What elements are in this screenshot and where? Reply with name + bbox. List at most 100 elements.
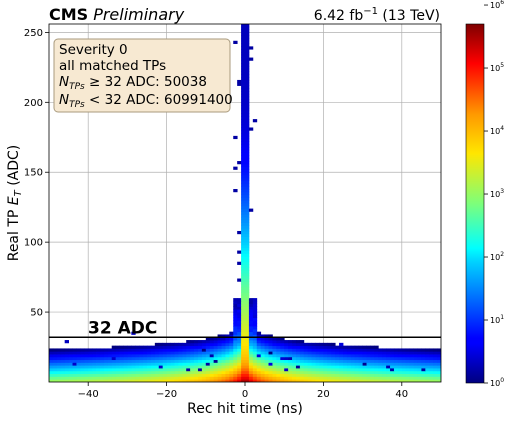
heatmap-bin [421, 351, 426, 355]
heatmap-bin [292, 348, 297, 352]
heatmap-bin [166, 362, 171, 366]
heatmap-bin [405, 370, 411, 375]
heatmap-bin [68, 370, 73, 375]
heatmap-bin [99, 370, 105, 375]
heatmap-bin [303, 368, 309, 372]
heatmap-bin [245, 312, 250, 316]
heatmap-bin [264, 354, 269, 358]
colorbar-tick-label: 101 [490, 314, 504, 325]
heatmap-bin [241, 233, 246, 237]
heatmap-bin [343, 370, 348, 375]
heatmap-bin [390, 373, 395, 377]
heatmap-bin [135, 376, 140, 380]
heatmap-bin [139, 373, 144, 377]
heatmap-bin [288, 340, 293, 344]
heatmap-bin [284, 370, 289, 375]
heatmap-bin [139, 359, 144, 363]
heatmap-bin [245, 158, 250, 162]
heatmap-bin [76, 379, 81, 382]
heatmap-bin [123, 345, 128, 349]
heatmap-bin [158, 345, 164, 349]
heatmap-bin [221, 379, 226, 382]
heatmap-bin [233, 365, 238, 369]
heatmap-bin [209, 340, 215, 344]
heatmap-bin [205, 359, 211, 363]
heatmap-bin [245, 186, 250, 190]
heatmap-bin [150, 356, 156, 361]
heatmap-bin [241, 337, 246, 341]
heatmap-bin [264, 345, 269, 349]
heatmap-bin [354, 373, 360, 377]
heatmap-bin [233, 368, 238, 372]
heatmap-bin [311, 379, 316, 382]
heatmap-bin [421, 379, 426, 382]
heatmap-bin [241, 292, 246, 296]
heatmap-bin [56, 362, 62, 366]
heatmap-bin [346, 356, 352, 361]
heatmap-bin [119, 345, 124, 349]
heatmap-bin [417, 348, 422, 352]
heatmap-bin [241, 79, 246, 84]
heatmap-bin [421, 373, 426, 377]
heatmap-bin [272, 354, 277, 358]
heatmap-bin [245, 203, 250, 207]
heatmap-bin [201, 345, 207, 349]
y-tick-label: 250 [24, 28, 43, 39]
heatmap-bin [292, 351, 297, 355]
heatmap-bin [268, 354, 273, 358]
heatmap-bin [233, 379, 238, 382]
heatmap-bin [241, 228, 246, 232]
heatmap-bin [245, 149, 250, 154]
heatmap-bin [190, 354, 195, 358]
heatmap-bin [288, 359, 293, 363]
heatmap-bin [307, 368, 313, 372]
heatmap-bin [68, 362, 73, 366]
heatmap-bin [429, 365, 434, 369]
heatmap-bin [241, 342, 246, 347]
heatmap-bin [119, 373, 124, 377]
heatmap-bin [256, 337, 262, 341]
heatmap-bin [209, 365, 215, 369]
heatmap-bin [245, 348, 250, 352]
heatmap-bin [378, 356, 383, 361]
heatmap-bin [276, 365, 281, 369]
heatmap-bin [241, 54, 246, 58]
heatmap-bin [201, 342, 207, 347]
heatmap-bin [221, 376, 226, 380]
heatmap-bin [80, 351, 85, 355]
heatmap-bin [64, 348, 69, 352]
heatmap-bin [190, 342, 195, 347]
heatmap-bin [241, 286, 246, 291]
heatmap-bin [413, 373, 418, 377]
heatmap-bin [233, 376, 238, 380]
heatmap-bin [245, 79, 250, 84]
heatmap-bin [84, 370, 89, 375]
heatmap-bin [229, 351, 234, 355]
heatmap-bin [401, 376, 407, 380]
heatmap-bin [182, 365, 187, 369]
heatmap-bin [292, 379, 297, 382]
heatmap-bin [147, 359, 152, 363]
heatmap-bin [225, 362, 230, 366]
heatmap-bin [245, 306, 250, 310]
heatmap-bin [354, 376, 360, 380]
heatmap-bin [237, 354, 242, 358]
heatmap-bin [147, 345, 152, 349]
heatmap-bin [245, 60, 250, 64]
heatmap-bin [72, 356, 77, 361]
heatmap-bin [346, 362, 352, 366]
heatmap-bin [295, 345, 301, 349]
heatmap-bin [417, 362, 422, 366]
heatmap-bin [343, 351, 348, 355]
heatmap-bin [248, 345, 254, 349]
heatmap-bin [72, 362, 77, 366]
heatmap-bin [56, 365, 62, 369]
heatmap-bin [221, 365, 226, 369]
heatmap-bin [323, 373, 328, 377]
heatmap-bin [241, 124, 246, 128]
heatmap-bin [295, 376, 301, 380]
heatmap-bin [382, 348, 387, 352]
heatmap-bin [425, 379, 430, 382]
heatmap-bin [323, 345, 328, 349]
heatmap-bin [245, 175, 250, 179]
